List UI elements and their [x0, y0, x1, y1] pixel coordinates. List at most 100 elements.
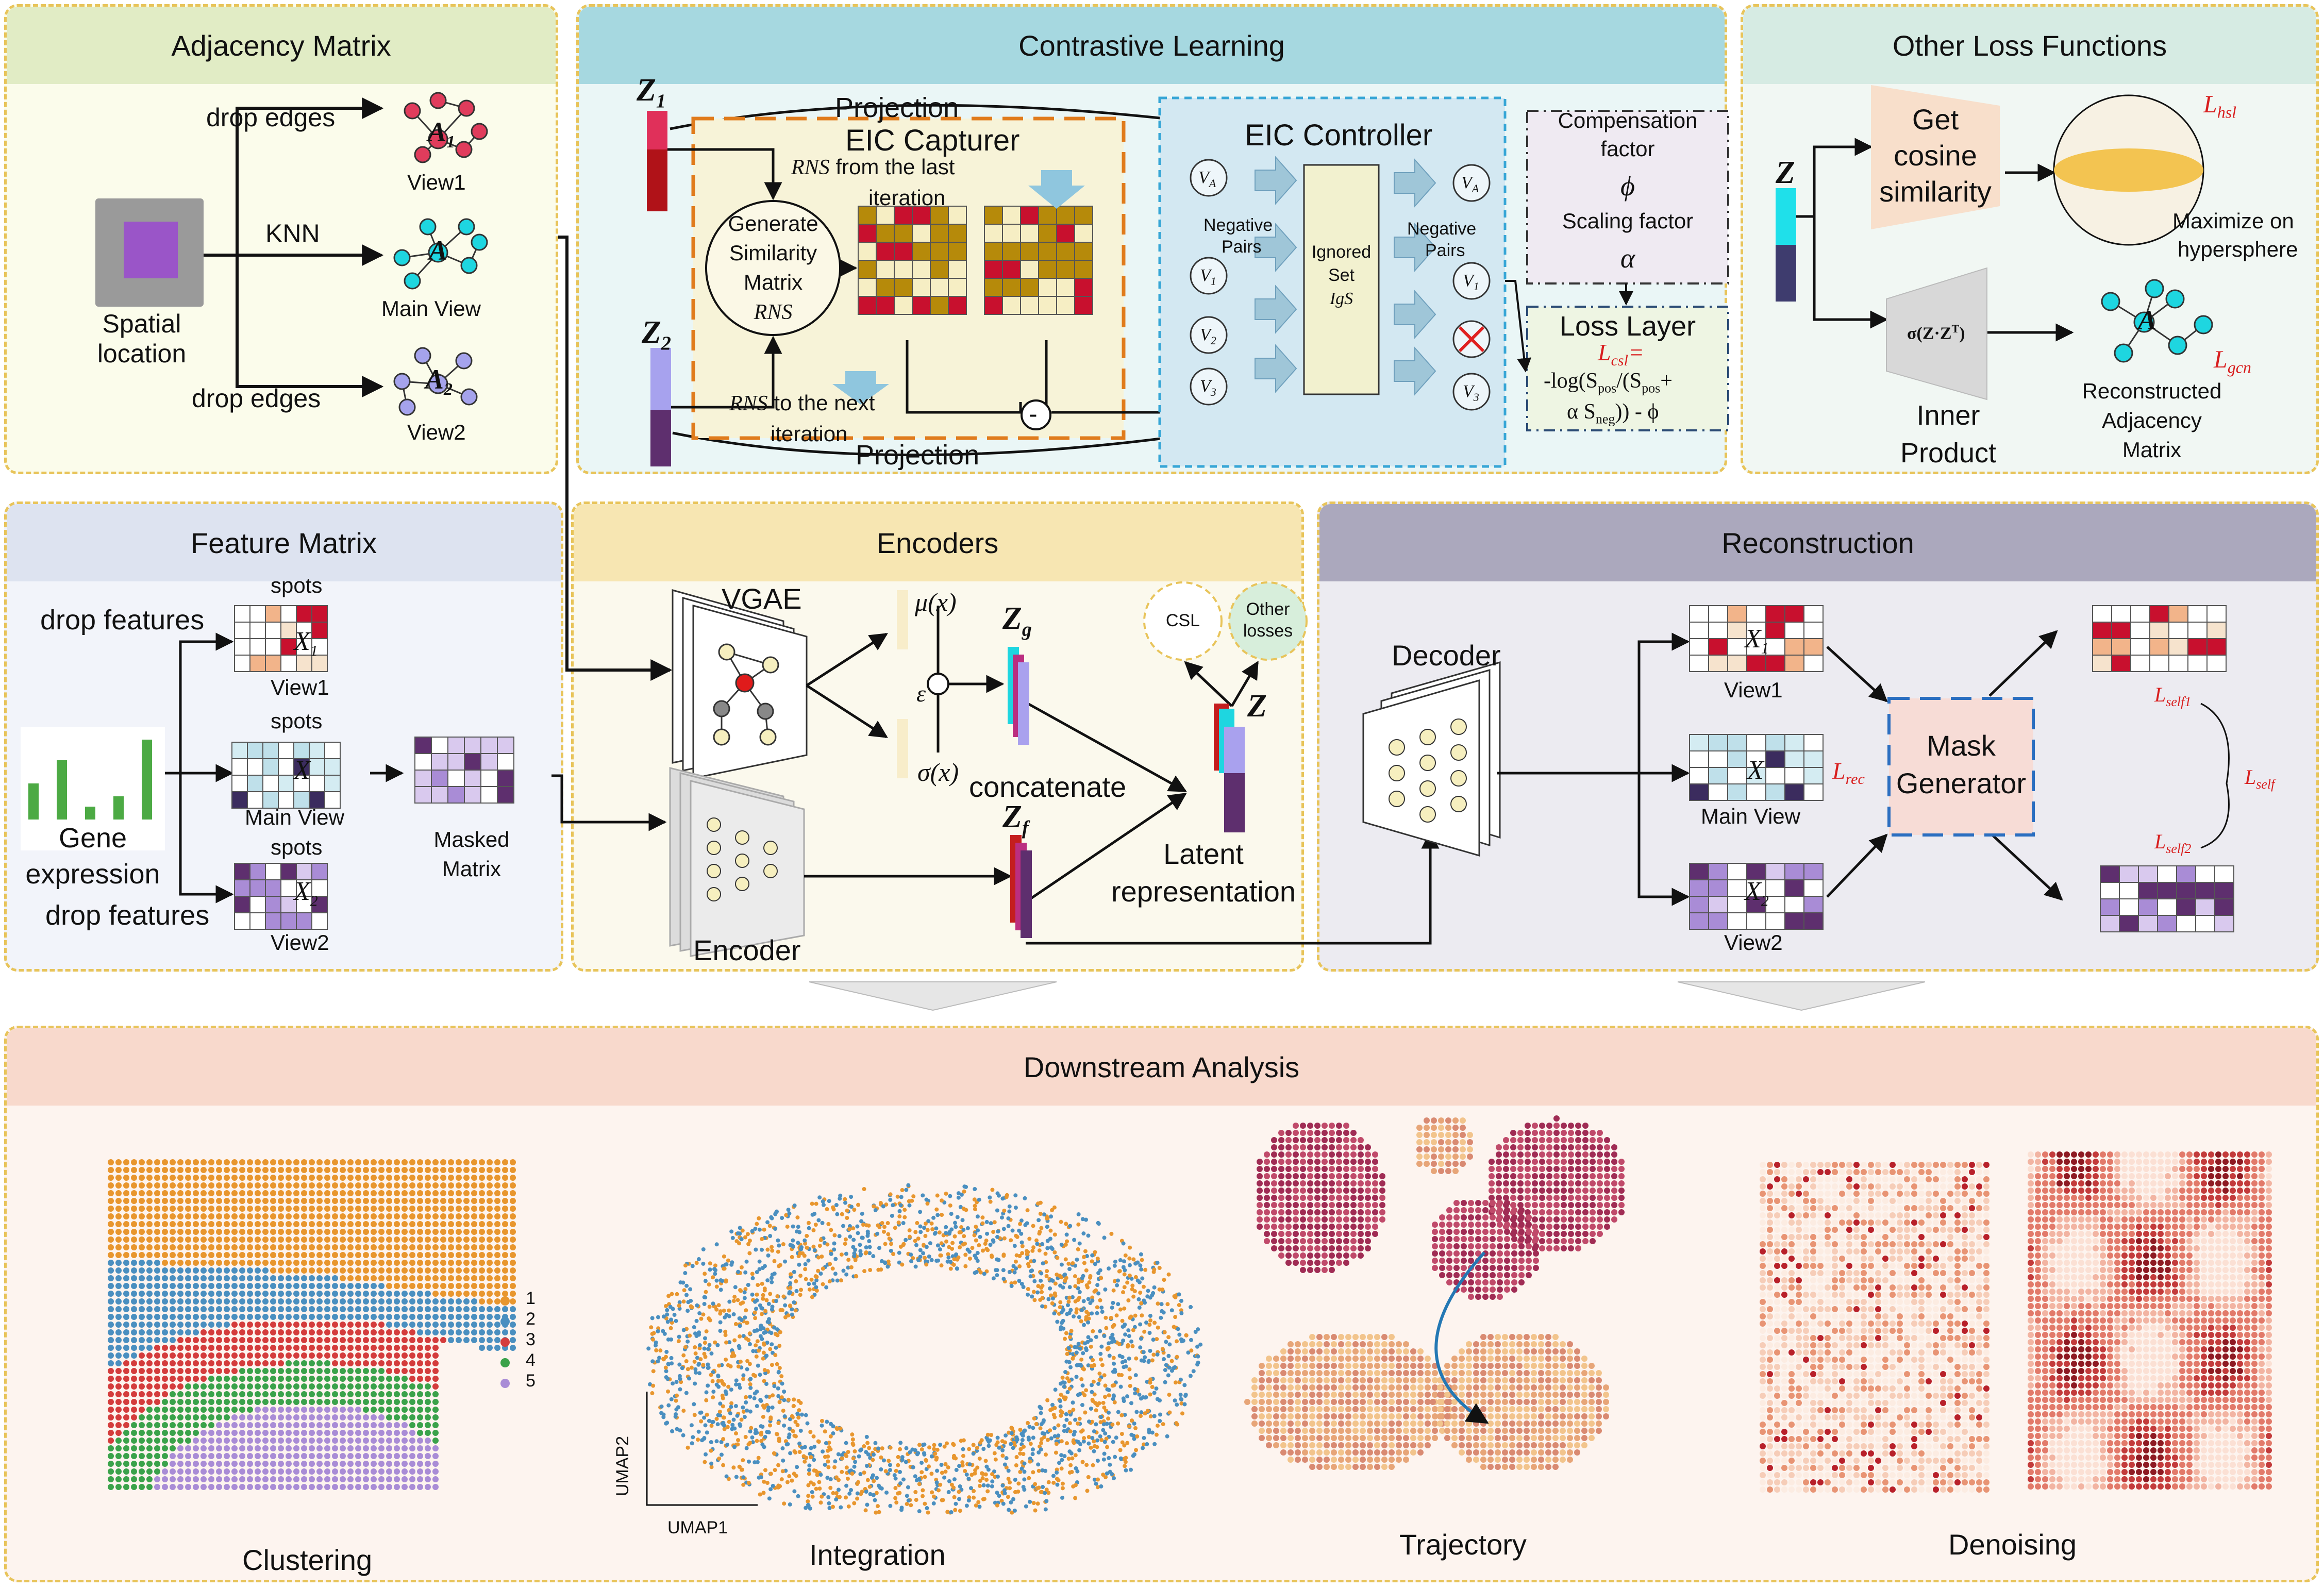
umap-point	[736, 1364, 741, 1369]
umap-point	[1084, 1388, 1089, 1393]
umap-point	[1038, 1405, 1042, 1409]
umap-point	[804, 1413, 808, 1417]
cluster-spot	[371, 1430, 377, 1436]
cluster-spot	[224, 1306, 230, 1312]
umap-point	[899, 1508, 904, 1512]
cluster-spot	[425, 1190, 431, 1196]
umap-point	[764, 1394, 769, 1399]
cluster-spot	[417, 1252, 423, 1258]
cluster-spot	[324, 1391, 330, 1397]
cluster-spot	[425, 1182, 431, 1189]
umap-point	[840, 1453, 844, 1458]
umap-point	[860, 1235, 864, 1240]
cluster-spot	[417, 1213, 423, 1219]
grid-cell	[2119, 882, 2139, 899]
cluster-spot	[208, 1391, 214, 1397]
umap-point	[961, 1228, 966, 1232]
umap-point	[1068, 1335, 1073, 1340]
umap-point	[665, 1308, 670, 1312]
cluster-spot	[378, 1360, 384, 1366]
umap-point	[1067, 1410, 1072, 1414]
umap-point	[1165, 1302, 1170, 1307]
cluster-spot	[170, 1407, 176, 1413]
umap-point	[665, 1420, 670, 1425]
cluster-spot	[239, 1198, 245, 1204]
cluster-spot	[425, 1337, 431, 1343]
cluster-spot	[363, 1383, 369, 1390]
umap-point	[706, 1383, 710, 1388]
cluster-spot	[200, 1291, 207, 1297]
cluster-spot	[293, 1252, 299, 1258]
compensation-box	[1526, 110, 1729, 285]
adjacency-title: Adjacency Matrix	[171, 29, 391, 62]
umap-point	[742, 1290, 747, 1295]
cluster-spot	[432, 1461, 439, 1467]
cluster-spot	[200, 1468, 207, 1475]
cluster-spot	[309, 1206, 315, 1212]
umap-point	[1198, 1342, 1203, 1347]
cluster-spot	[200, 1430, 207, 1436]
umap-point	[929, 1221, 934, 1226]
cluster-spot	[115, 1461, 122, 1467]
umap-point	[1077, 1315, 1081, 1319]
umap-point	[1161, 1357, 1166, 1361]
cluster-spot	[224, 1159, 230, 1165]
umap-point	[1048, 1408, 1053, 1412]
umap-point	[904, 1460, 908, 1464]
umap-point	[1026, 1287, 1030, 1292]
cluster-spot	[247, 1283, 253, 1289]
cluster-spot	[471, 1206, 477, 1212]
umap-point	[745, 1408, 749, 1413]
umap-point	[791, 1404, 796, 1409]
umap-point	[1122, 1443, 1127, 1448]
grid-cell	[309, 742, 325, 759]
cluster-spot	[402, 1391, 408, 1397]
umap-point	[1016, 1489, 1021, 1494]
umap-point	[731, 1299, 736, 1303]
umap-point	[779, 1395, 784, 1400]
umap-point	[1002, 1208, 1007, 1213]
umap-point	[1127, 1356, 1131, 1361]
cluster-spot	[123, 1345, 129, 1351]
umap-point	[736, 1438, 741, 1443]
umap-point	[1138, 1322, 1143, 1327]
cluster-spot	[239, 1322, 245, 1328]
cluster-spot	[425, 1399, 431, 1405]
umap-point	[1167, 1393, 1172, 1397]
umap-point	[1018, 1451, 1023, 1456]
cluster-spot	[278, 1484, 284, 1490]
umap-point	[805, 1421, 810, 1426]
cluster-spot	[108, 1314, 114, 1320]
umap-point	[788, 1502, 792, 1507]
cluster-spot	[432, 1291, 439, 1297]
cluster-spot	[479, 1291, 485, 1297]
cluster-spot	[262, 1399, 269, 1405]
cluster-spot	[247, 1383, 253, 1390]
cluster-spot	[247, 1221, 253, 1227]
umap-point	[810, 1295, 814, 1299]
cluster-spot	[425, 1167, 431, 1173]
umap-point	[1073, 1483, 1078, 1487]
umap-point	[706, 1347, 711, 1351]
grid-cell	[2157, 898, 2177, 916]
cluster-spot	[154, 1260, 160, 1266]
umap-point	[802, 1253, 807, 1258]
cluster-spot	[170, 1213, 176, 1219]
umap-point	[1000, 1483, 1005, 1488]
cluster-spot	[154, 1368, 160, 1374]
cluster-spot	[394, 1337, 400, 1343]
grid-cell	[497, 786, 514, 804]
cluster-spot	[216, 1352, 222, 1359]
cluster-spot	[394, 1260, 400, 1266]
cluster-spot	[123, 1291, 129, 1297]
cluster-spot	[293, 1267, 299, 1274]
cluster-spot	[270, 1461, 276, 1467]
umap-point	[714, 1284, 719, 1289]
cluster-spot	[216, 1298, 222, 1305]
cluster-spot	[224, 1275, 230, 1281]
umap-point	[809, 1455, 813, 1460]
umap-point	[1065, 1441, 1069, 1446]
cluster-spot	[224, 1461, 230, 1467]
grid-cell	[2187, 605, 2208, 623]
cluster-spot	[293, 1484, 299, 1490]
